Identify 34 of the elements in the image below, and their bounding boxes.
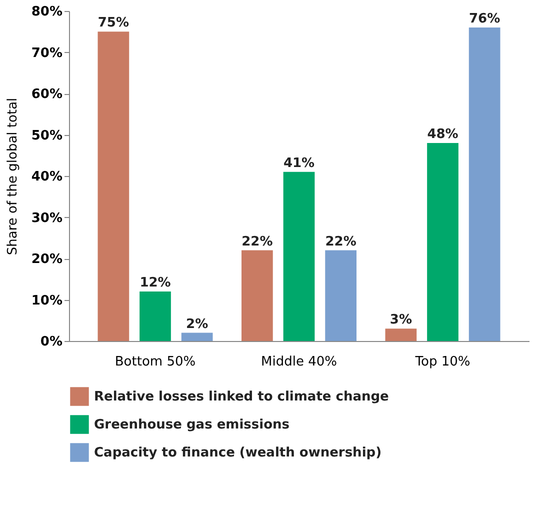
y-tick-label: 20% (31, 252, 62, 267)
data-label: 22% (325, 234, 356, 250)
x-tick-label: Top 10% (414, 354, 470, 370)
y-tick-label: 70% (31, 46, 62, 61)
legend-label: Capacity to finance (wealth ownership) (94, 446, 382, 460)
bar (385, 328, 417, 341)
bar (242, 250, 273, 341)
data-label: 12% (140, 276, 171, 290)
y-tick-label: 40% (31, 170, 62, 184)
data-label: 75% (98, 16, 129, 31)
data-label: 76% (469, 12, 500, 26)
y-axis-title: Share of the global total (5, 98, 20, 256)
bar (283, 172, 315, 341)
bar (325, 250, 356, 341)
bar (427, 143, 458, 341)
data-label: 48% (427, 127, 458, 142)
data-label: 2% (186, 316, 208, 332)
data-label: 22% (242, 234, 273, 250)
y-tick-label: 10% (31, 293, 62, 308)
bar (140, 292, 171, 341)
bar (468, 28, 500, 341)
y-tick-label: 30% (31, 210, 62, 226)
bar (181, 332, 213, 341)
y-tick-label: 80% (31, 4, 62, 20)
legend-label: Greenhouse gas emissions (94, 418, 290, 432)
x-tick-label: Middle 40% (261, 354, 337, 370)
y-tick-label: 50% (31, 128, 62, 144)
y-tick-label: 0% (40, 334, 62, 350)
y-tick-label: 60% (31, 87, 62, 102)
bar (98, 32, 130, 341)
data-label: 41% (283, 156, 315, 171)
legend-label: Relative losses linked to climate change (94, 390, 390, 404)
data-label: 3% (390, 312, 412, 328)
x-tick-label: Bottom 50% (114, 354, 196, 370)
